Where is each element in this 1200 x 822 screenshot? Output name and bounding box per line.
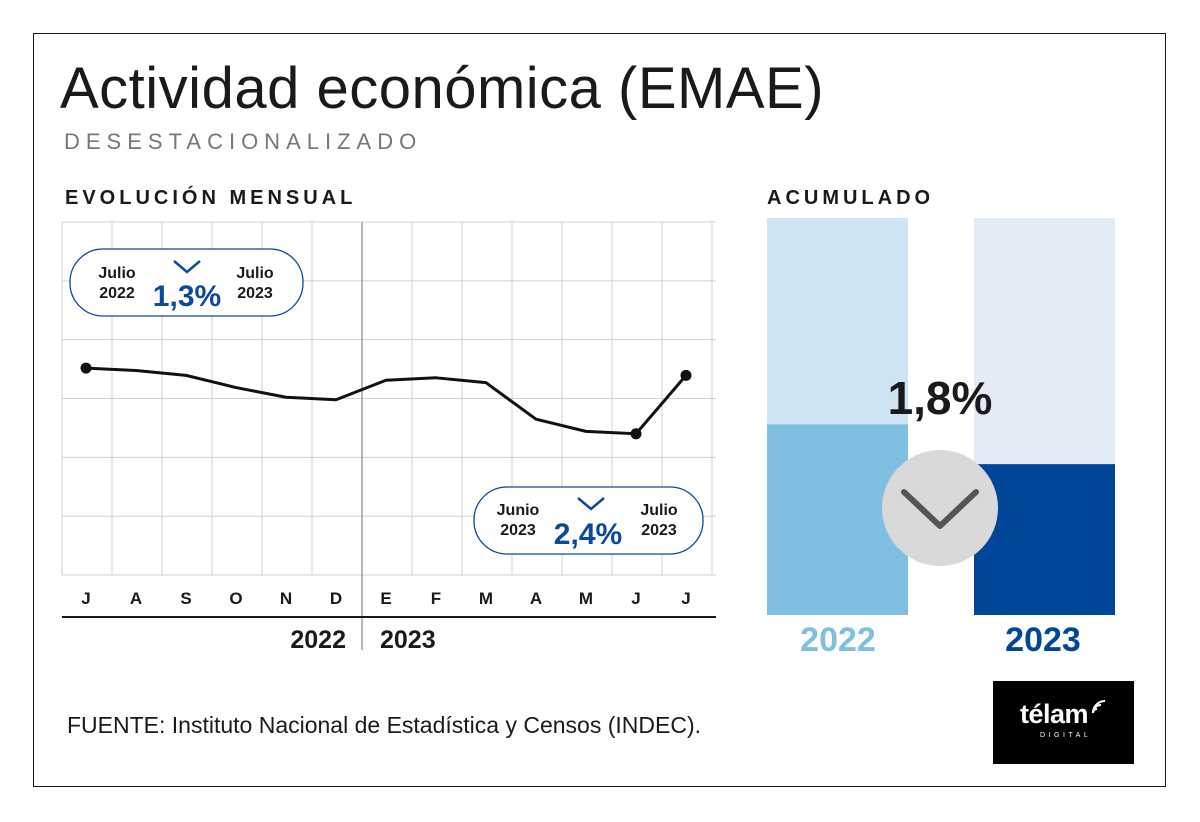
chevron-down-icon	[577, 497, 605, 511]
x-tick-label: A	[130, 589, 142, 608]
monthly-section-heading: EVOLUCIÓN MENSUAL	[65, 187, 357, 209]
x-tick-label: O	[229, 589, 242, 608]
bar-label-2022: 2022	[800, 621, 876, 659]
x-tick-label: S	[180, 589, 191, 608]
chevron-down-icon	[173, 260, 201, 274]
callout-yearly-from-month: Julio	[98, 265, 136, 282]
year-label-2022: 2022	[290, 626, 346, 654]
data-point	[680, 369, 692, 381]
page-subtitle: DESESTACIONALIZADO	[64, 129, 423, 154]
accumulated-bars	[767, 218, 1115, 615]
year-label-2023: 2023	[380, 626, 436, 654]
callout-monthly-from-year: 2023	[500, 522, 536, 539]
x-tick-label: J	[681, 589, 690, 608]
callout-monthly-value: 2,4%	[554, 518, 622, 551]
callout-yearly: Julio 2022 1,3% Julio 2023	[69, 248, 304, 317]
x-tick-label: E	[380, 589, 391, 608]
data-point	[630, 428, 642, 440]
source-note: FUENTE: Instituto Nacional de Estadístic…	[67, 712, 701, 738]
x-tick-label: N	[280, 589, 292, 608]
chevron-down-icon	[901, 489, 979, 529]
series-line	[85, 366, 688, 436]
accumulated-value: 1,8%	[888, 372, 993, 424]
accumulated-section-heading: ACUMULADO	[767, 187, 935, 209]
x-tick-label: F	[431, 589, 441, 608]
signal-waves-icon	[1092, 700, 1106, 714]
callout-yearly-to-month: Julio	[236, 265, 274, 282]
callout-yearly-value: 1,3%	[153, 280, 221, 313]
x-tick-label: D	[330, 589, 342, 608]
callout-monthly-pill	[473, 486, 704, 555]
bar-label-2023: 2023	[1005, 621, 1081, 659]
telam-logo: télam DIGITAL	[993, 681, 1134, 764]
callout-monthly-from-month: Junio	[497, 502, 540, 519]
page-title: Actividad económica (EMAE)	[60, 56, 825, 121]
callout-yearly-to-year: 2023	[237, 285, 273, 302]
callout-monthly: Junio 2023 2,4% Julio 2023	[473, 486, 704, 555]
line-series	[80, 362, 692, 440]
x-tick-label: J	[81, 589, 90, 608]
x-tick-label: M	[479, 589, 493, 608]
callout-yearly-pill	[69, 248, 304, 317]
callout-monthly-to-month: Julio	[640, 502, 678, 519]
callout-yearly-from-year: 2022	[99, 285, 135, 302]
accumulated-circle	[882, 450, 998, 566]
x-tick-label: J	[631, 589, 640, 608]
callout-monthly-to-year: 2023	[641, 522, 677, 539]
bar	[974, 464, 1115, 615]
logo-wordmark: télam	[1020, 699, 1089, 729]
infographic-frame	[33, 33, 1166, 787]
data-point	[80, 362, 92, 374]
logo-subtitle: DIGITAL	[1040, 732, 1092, 739]
x-tick-label: A	[530, 589, 542, 608]
x-tick-label: M	[579, 589, 593, 608]
